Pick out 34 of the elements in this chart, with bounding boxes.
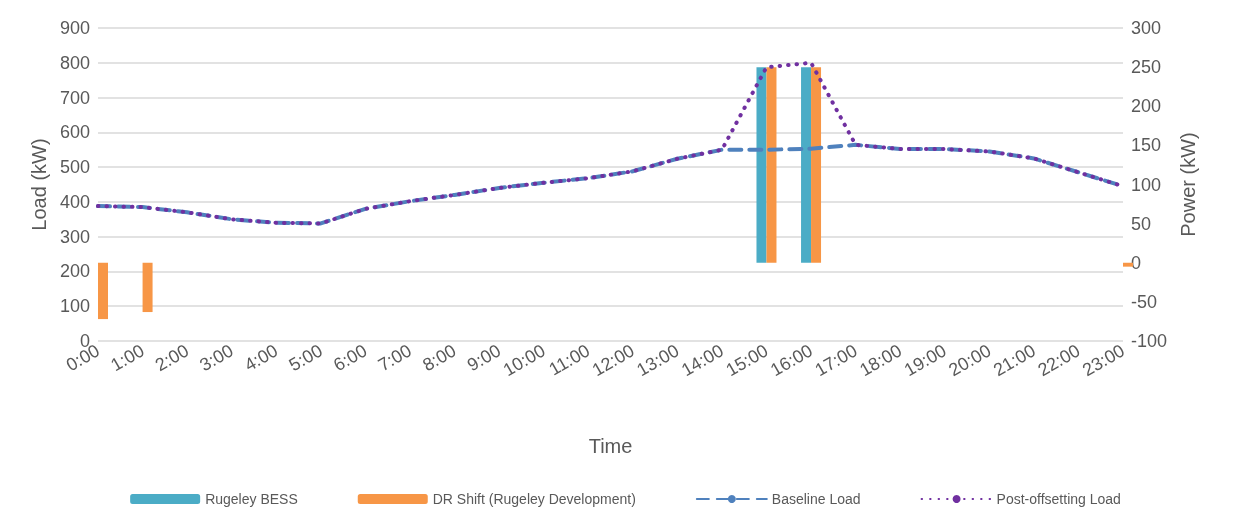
x-tick-label: 7:00: [374, 340, 415, 376]
y2-tick-label: 150: [1131, 135, 1162, 156]
x-tick-label: 3:00: [196, 340, 237, 376]
y-tick-label: 400: [59, 191, 90, 212]
y2-tick-label: -100: [1131, 331, 1168, 351]
y2-tick-label: -50: [1131, 291, 1158, 312]
x-tick-label: 2:00: [151, 340, 193, 376]
x-tick-label: 11:00: [545, 340, 594, 380]
x-tick-label: 4:00: [240, 340, 282, 376]
y2-tick-label: 50: [1131, 213, 1152, 234]
x-tick-label: 9:00: [463, 340, 505, 376]
y-tick-label: 600: [59, 122, 90, 143]
y-tick-label: 800: [59, 52, 90, 73]
y-tick-label: 200: [59, 261, 90, 282]
y2-tick-label: 200: [1131, 96, 1162, 117]
y-tick-label: 100: [59, 296, 90, 317]
y2-axis-title: Power (kW): [1176, 132, 1199, 237]
legend-label: DR Shift (Rugeley Development): [432, 491, 636, 507]
y2-tick-label: 250: [1131, 57, 1162, 78]
x-tick-label: 8:00: [419, 340, 460, 376]
legend-label: Baseline Load: [771, 491, 861, 507]
y-tick-label: 500: [59, 157, 90, 178]
y-tick-label: 700: [59, 87, 90, 108]
y2-tick-label: 300: [1131, 18, 1162, 38]
x-axis-title: Time: [588, 435, 633, 457]
x-tick-label: 6:00: [330, 340, 371, 376]
legend-label: Post-offsetting Load: [996, 491, 1121, 507]
y-tick-label: 300: [59, 226, 90, 247]
x-tick-label: 1:00: [107, 340, 148, 376]
x-tick-label: 5:00: [285, 340, 326, 376]
y2-tick-label: 100: [1131, 174, 1162, 195]
y-tick-label: 900: [59, 18, 90, 38]
y-axis-title: Load (kW): [28, 138, 51, 231]
legend-label: Rugeley BESS: [205, 491, 298, 507]
